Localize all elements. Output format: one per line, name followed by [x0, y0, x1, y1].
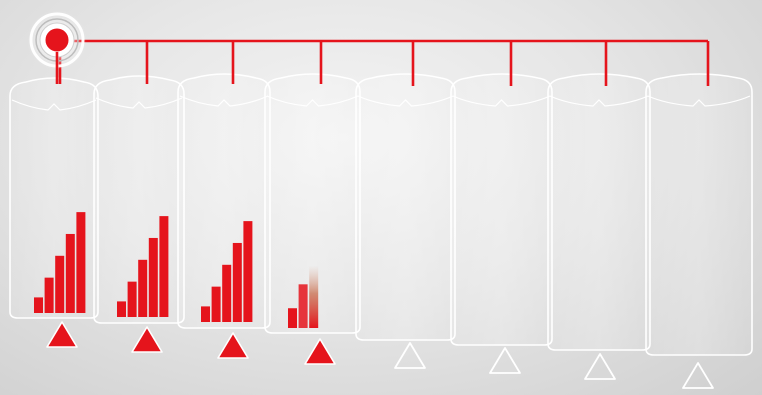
outline-triangle-icon — [682, 362, 714, 389]
cell-body — [450, 73, 553, 346]
charge-bar — [117, 301, 126, 317]
cell-cap-line — [179, 95, 269, 107]
outline-triangle-icon — [489, 347, 521, 374]
cell-cap-line — [357, 95, 454, 107]
charge-level-4 — [288, 265, 319, 328]
charge-bar — [34, 297, 43, 313]
filled-triangle-icon — [304, 338, 336, 365]
cell-cap-line — [647, 95, 751, 107]
battery-cell-6 — [450, 73, 553, 346]
charge-bar — [222, 264, 232, 322]
charge-bar — [55, 255, 65, 313]
filled-triangle-icon — [46, 321, 78, 348]
charge-bar — [298, 284, 308, 328]
charge-bar — [243, 221, 253, 322]
charge-bar — [148, 237, 158, 317]
cell-body — [645, 73, 753, 356]
cell-cap-line — [452, 95, 551, 107]
charge-bar — [211, 286, 221, 322]
filled-triangle-icon — [131, 326, 163, 353]
charge-bar — [65, 233, 75, 313]
outline-triangle-icon — [584, 353, 616, 380]
radio-signal-icon — [27, 10, 87, 84]
cell-body — [547, 73, 651, 351]
battery-cell-5 — [355, 73, 456, 341]
charge-bar — [201, 306, 210, 322]
charge-bar — [76, 212, 86, 313]
charge-level-3 — [201, 221, 253, 322]
charge-level-2 — [117, 216, 169, 317]
charge-bar — [232, 242, 242, 322]
charge-bar — [44, 277, 54, 313]
charge-bar — [288, 308, 297, 328]
filled-triangle-icon — [217, 332, 249, 359]
battery-cell-8 — [645, 73, 753, 356]
cell-cap-line — [95, 97, 183, 109]
charge-bar — [138, 259, 148, 317]
charge-level-1 — [34, 212, 86, 313]
outline-triangle-icon — [394, 342, 426, 369]
cell-cap-line — [549, 95, 649, 107]
battery-cell-7 — [547, 73, 651, 351]
charge-bar — [159, 216, 169, 317]
cell-cap-line — [11, 99, 97, 111]
charge-bar — [127, 281, 137, 317]
charge-bar — [309, 265, 319, 328]
cell-body — [355, 73, 456, 341]
cell-cap-line — [266, 95, 359, 107]
